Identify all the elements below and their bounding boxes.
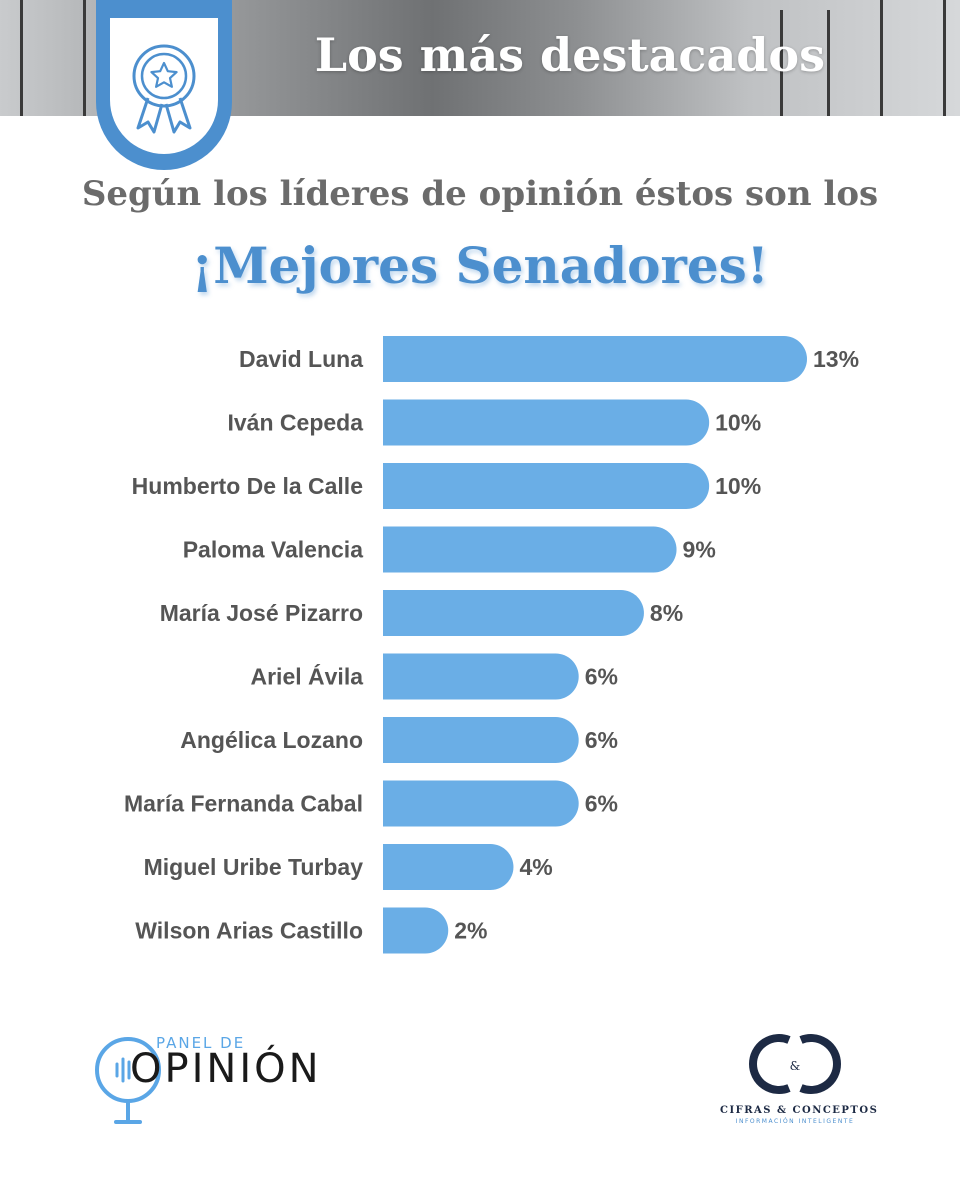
- value-label: 10%: [715, 473, 761, 499]
- category-label: Ariel Ávila: [251, 663, 364, 690]
- bar-9: [383, 844, 514, 890]
- logo-big-text: OPINIÓN: [130, 1046, 322, 1092]
- award-ribbon-icon: [132, 44, 196, 134]
- subtitle: Según los líderes de opinión éstos son l…: [81, 174, 879, 214]
- bar-chart: David Luna 13% Iván Cepeda 10% Humberto De l…: [124, 336, 859, 954]
- value-label: 6%: [585, 727, 618, 753]
- bar-7: [383, 717, 579, 763]
- bar-8: [383, 780, 579, 827]
- bar-1: [383, 336, 807, 382]
- cc-tagline: INFORMACIÓN INTELIGENTE: [735, 1118, 855, 1125]
- bar-2: [383, 399, 710, 446]
- door-frame-right: [880, 0, 946, 116]
- bar-6: [383, 653, 579, 700]
- cc-name: CIFRAS & CONCEPTOS: [720, 1105, 879, 1116]
- bar-5: [383, 590, 644, 636]
- value-label: 6%: [585, 664, 618, 690]
- headline: ¡Mejores Senadores!: [191, 236, 769, 295]
- value-label: 9%: [683, 537, 716, 563]
- category-label: María Fernanda Cabal: [124, 791, 363, 817]
- bar-10: [383, 907, 449, 954]
- value-label: 6%: [585, 791, 618, 817]
- category-label: Miguel Uribe Turbay: [144, 854, 364, 880]
- award-badge: [96, 0, 232, 170]
- banner-title: Los más destacados: [314, 28, 825, 82]
- cc-ampersand: &: [790, 1059, 801, 1073]
- value-label: 2%: [454, 918, 487, 944]
- value-label: 4%: [519, 854, 552, 880]
- logo-small-text: PANEL DE: [156, 1034, 246, 1052]
- microphone-icon: [95, 1037, 161, 1124]
- bar-3: [383, 463, 710, 509]
- category-label: Paloma Valencia: [183, 537, 363, 563]
- cifras-conceptos-logo: & CIFRAS & CONCEPTOS INFORMACIÓN INTELIG…: [720, 1032, 879, 1125]
- picture-frame-right: [780, 10, 830, 116]
- category-label: Iván Cepeda: [228, 410, 364, 436]
- bar-4: [383, 526, 677, 573]
- value-label: 8%: [650, 600, 683, 626]
- category-label: Angélica Lozano: [180, 727, 363, 753]
- category-label: Wilson Arias Castillo: [135, 918, 363, 944]
- category-label: María José Pizarro: [160, 600, 363, 626]
- value-label: 10%: [715, 410, 761, 436]
- cc-monogram-icon: &: [749, 1034, 841, 1094]
- category-label: David Luna: [239, 346, 363, 372]
- value-label: 13%: [813, 346, 859, 372]
- door-frame-left: [20, 0, 86, 116]
- category-label: Humberto De la Calle: [132, 473, 363, 499]
